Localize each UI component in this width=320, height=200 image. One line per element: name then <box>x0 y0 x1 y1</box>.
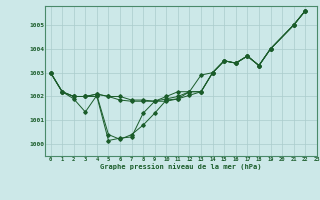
X-axis label: Graphe pression niveau de la mer (hPa): Graphe pression niveau de la mer (hPa) <box>100 163 261 170</box>
